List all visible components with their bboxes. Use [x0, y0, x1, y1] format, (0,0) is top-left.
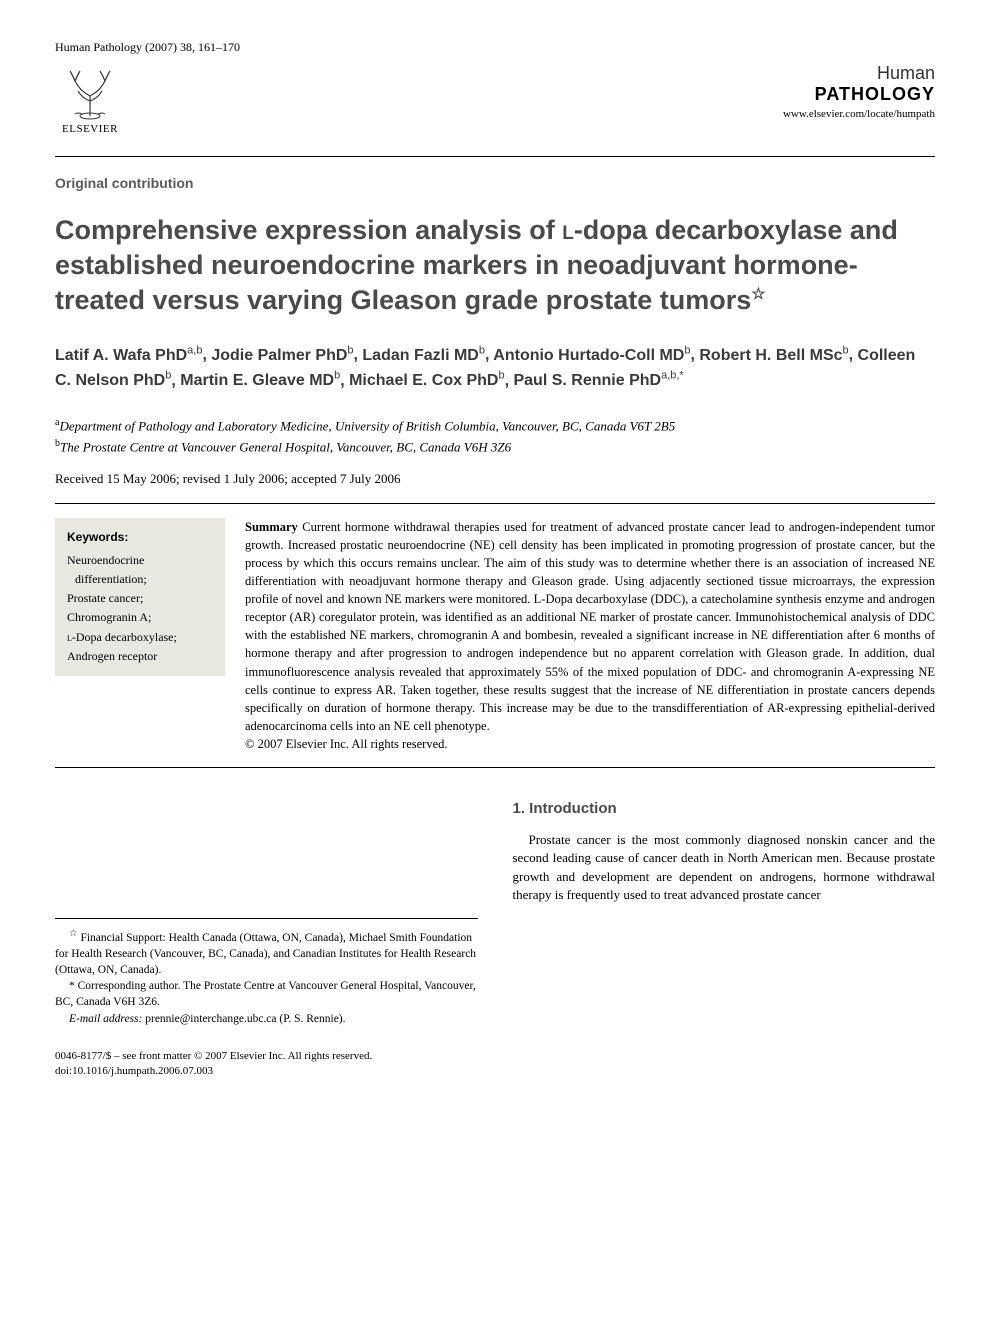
article-title: Comprehensive expression analysis of l-d… [55, 213, 935, 318]
summary-body: Current hormone withdrawal therapies use… [245, 520, 935, 733]
keywords-box: Keywords: Neuroendocrine differentiation… [55, 518, 225, 676]
author: Michael E. Cox PhDb [349, 372, 505, 389]
authors-list: Latif A. Wafa PhDa,b, Jodie Palmer PhDb,… [55, 342, 935, 393]
corresponding-footnote: * Corresponding author. The Prostate Cen… [55, 978, 478, 1010]
intro-text: Prostate cancer is the most commonly dia… [513, 831, 936, 904]
publisher-label: ELSEVIER [62, 123, 118, 135]
keyword: Prostate cancer; [67, 589, 213, 608]
affiliation-b: bThe Prostate Centre at Vancouver Genera… [55, 436, 935, 457]
journal-name-line2: PATHOLOGY [783, 84, 935, 105]
summary-label: Summary [245, 520, 298, 534]
issn-line: 0046-8177/$ – see front matter © 2007 El… [55, 1049, 478, 1064]
masthead: ELSEVIER Human PATHOLOGY www.elsevier.co… [55, 63, 935, 157]
left-column: ☆ Financial Support: Health Canada (Otta… [55, 798, 478, 1079]
summary-text: Summary Current hormone withdrawal thera… [245, 518, 935, 754]
author: Latif A. Wafa PhDa,b [55, 347, 202, 364]
body-columns: ☆ Financial Support: Health Canada (Otta… [55, 798, 935, 1079]
keyword: l-Dopa decarboxylase; [67, 628, 213, 647]
article-dates: Received 15 May 2006; revised 1 July 200… [55, 471, 935, 487]
affiliation-a: aDepartment of Pathology and Laboratory … [55, 415, 935, 436]
keyword: Androgen receptor [67, 647, 213, 666]
doi-line: doi:10.1016/j.humpath.2006.07.003 [55, 1064, 478, 1079]
keyword: Neuroendocrine differentiation; [67, 551, 213, 589]
publisher-logo: ELSEVIER [55, 63, 145, 138]
affiliations: aDepartment of Pathology and Laboratory … [55, 415, 935, 457]
elsevier-tree-icon: ELSEVIER [55, 63, 125, 138]
article-type: Original contribution [55, 175, 935, 191]
title-prefix: Comprehensive expression analysis of [55, 215, 562, 245]
abstract-section: Keywords: Neuroendocrine differentiation… [55, 503, 935, 769]
citation-line: Human Pathology (2007) 38, 161–170 [55, 40, 935, 55]
keywords-heading: Keywords: [67, 528, 213, 547]
footnotes: ☆ Financial Support: Health Canada (Otta… [55, 918, 478, 1026]
right-column: 1. Introduction Prostate cancer is the m… [513, 798, 936, 1079]
keyword: Chromogranin A; [67, 608, 213, 627]
journal-url: www.elsevier.com/locate/humpath [783, 108, 935, 120]
author: Antonio Hurtado-Coll MDb [493, 347, 690, 364]
journal-name-line1: Human [783, 63, 935, 84]
author: Martin E. Gleave MDb [180, 372, 340, 389]
keywords-list: Neuroendocrine differentiation;Prostate … [67, 551, 213, 666]
intro-heading: 1. Introduction [513, 798, 936, 819]
copyright-line: © 2007 Elsevier Inc. All rights reserved… [245, 737, 448, 751]
title-smallcaps: l [562, 215, 574, 245]
author: Jodie Palmer PhDb [211, 347, 353, 364]
funding-footnote: ☆ Financial Support: Health Canada (Otta… [55, 927, 478, 978]
author: Ladan Fazli MDb [362, 347, 485, 364]
author: Paul S. Rennie PhDa,b,* [513, 372, 683, 389]
journal-block: Human PATHOLOGY www.elsevier.com/locate/… [783, 63, 935, 120]
bottom-info: 0046-8177/$ – see front matter © 2007 El… [55, 1049, 478, 1080]
title-note-mark: ☆ [751, 286, 765, 303]
email-footnote: E-mail address: prennie@interchange.ubc.… [55, 1011, 478, 1027]
author: Robert H. Bell MScb [699, 347, 848, 364]
